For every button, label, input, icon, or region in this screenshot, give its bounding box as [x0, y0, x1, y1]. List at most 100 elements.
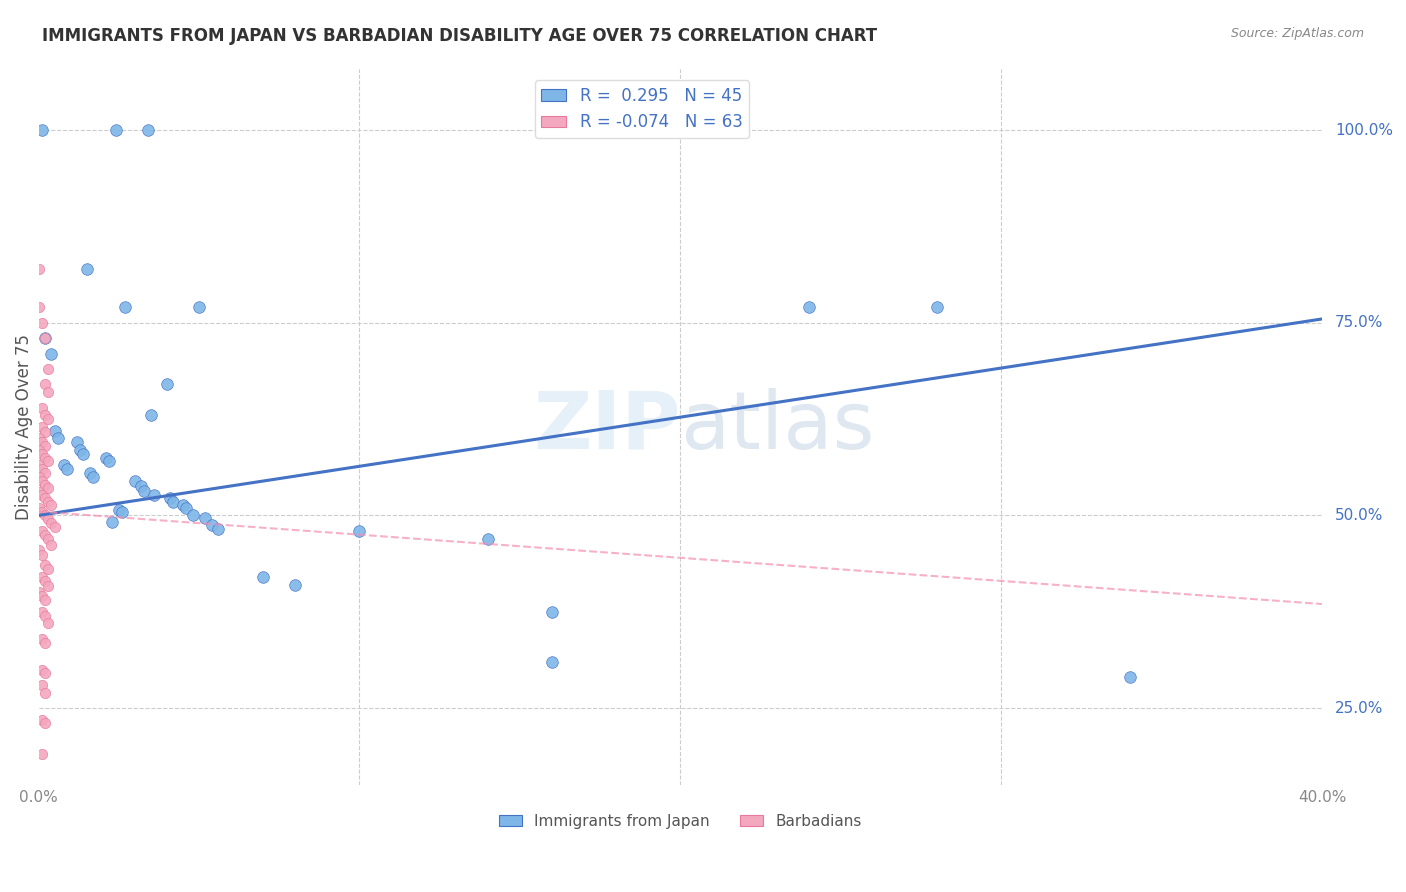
Point	[34, 450, 56, 465]
Point	[31, 570, 53, 584]
Point	[37, 562, 59, 576]
Point	[34, 331, 56, 345]
Point	[98, 454, 121, 468]
Point	[27, 500, 49, 515]
Point	[1118, 670, 1140, 684]
Point	[56, 462, 79, 476]
Text: 100.0%: 100.0%	[1334, 123, 1393, 137]
Text: 25.0%: 25.0%	[1334, 700, 1384, 715]
Point	[37, 385, 59, 400]
Point	[31, 419, 53, 434]
Point	[188, 301, 211, 315]
Text: Source: ZipAtlas.com: Source: ZipAtlas.com	[1230, 27, 1364, 40]
Point	[31, 747, 53, 762]
Point	[201, 517, 224, 532]
Point	[101, 515, 124, 529]
Point	[41, 516, 63, 530]
Point	[79, 466, 101, 480]
Point	[27, 585, 49, 599]
Point	[37, 412, 59, 426]
Y-axis label: Disability Age Over 75: Disability Age Over 75	[15, 334, 32, 520]
Point	[31, 474, 53, 488]
Point	[34, 527, 56, 541]
Point	[31, 504, 53, 518]
Point	[69, 442, 91, 457]
Point	[174, 500, 197, 515]
Text: atlas: atlas	[681, 388, 875, 466]
Point	[53, 458, 76, 473]
Point	[44, 424, 66, 438]
Point	[31, 401, 53, 415]
Point	[31, 447, 53, 461]
Point	[37, 512, 59, 526]
Point	[172, 499, 194, 513]
Point	[37, 454, 59, 468]
Point	[27, 261, 49, 276]
Point	[44, 520, 66, 534]
Point	[34, 409, 56, 423]
Point	[252, 570, 274, 584]
Point	[34, 466, 56, 480]
Point	[37, 362, 59, 376]
Point	[797, 301, 820, 315]
Point	[129, 479, 152, 493]
Point	[34, 635, 56, 649]
Point	[27, 470, 49, 484]
Point	[37, 494, 59, 508]
Point	[34, 666, 56, 681]
Point	[31, 487, 53, 501]
Point	[111, 505, 134, 519]
Point	[143, 487, 166, 501]
Point	[156, 377, 179, 392]
Point	[34, 608, 56, 623]
Point	[27, 485, 49, 500]
Point	[159, 491, 181, 506]
Point	[41, 346, 63, 360]
Point	[31, 605, 53, 619]
Point	[34, 439, 56, 453]
Point	[76, 261, 98, 276]
Point	[37, 616, 59, 631]
Point	[34, 558, 56, 573]
Point	[34, 508, 56, 523]
Point	[27, 431, 49, 445]
Point	[27, 543, 49, 558]
Point	[72, 447, 94, 461]
Point	[27, 301, 49, 315]
Point	[31, 678, 53, 692]
Point	[46, 431, 69, 445]
Point	[37, 532, 59, 546]
Point	[104, 123, 127, 137]
Point	[284, 578, 307, 592]
Point	[31, 590, 53, 604]
Point	[139, 409, 162, 423]
Point	[31, 713, 53, 727]
Point	[34, 477, 56, 491]
Point	[134, 483, 156, 498]
Point	[34, 593, 56, 607]
Point	[34, 377, 56, 392]
Point	[94, 450, 117, 465]
Point	[34, 425, 56, 440]
Point	[181, 508, 204, 523]
Point	[31, 632, 53, 646]
Legend: Immigrants from Japan, Barbadians: Immigrants from Japan, Barbadians	[492, 807, 868, 835]
Point	[194, 510, 217, 524]
Point	[31, 316, 53, 330]
Point	[477, 532, 499, 546]
Text: 50.0%: 50.0%	[1334, 508, 1384, 523]
Point	[37, 482, 59, 496]
Point	[27, 442, 49, 457]
Point	[41, 538, 63, 552]
Point	[349, 524, 371, 538]
Point	[541, 605, 564, 619]
Point	[136, 123, 159, 137]
Text: IMMIGRANTS FROM JAPAN VS BARBADIAN DISABILITY AGE OVER 75 CORRELATION CHART: IMMIGRANTS FROM JAPAN VS BARBADIAN DISAB…	[42, 27, 877, 45]
Point	[31, 462, 53, 476]
Point	[34, 331, 56, 345]
Point	[31, 549, 53, 563]
Point	[34, 491, 56, 506]
Point	[31, 123, 53, 137]
Point	[82, 470, 104, 484]
Point	[124, 474, 146, 488]
